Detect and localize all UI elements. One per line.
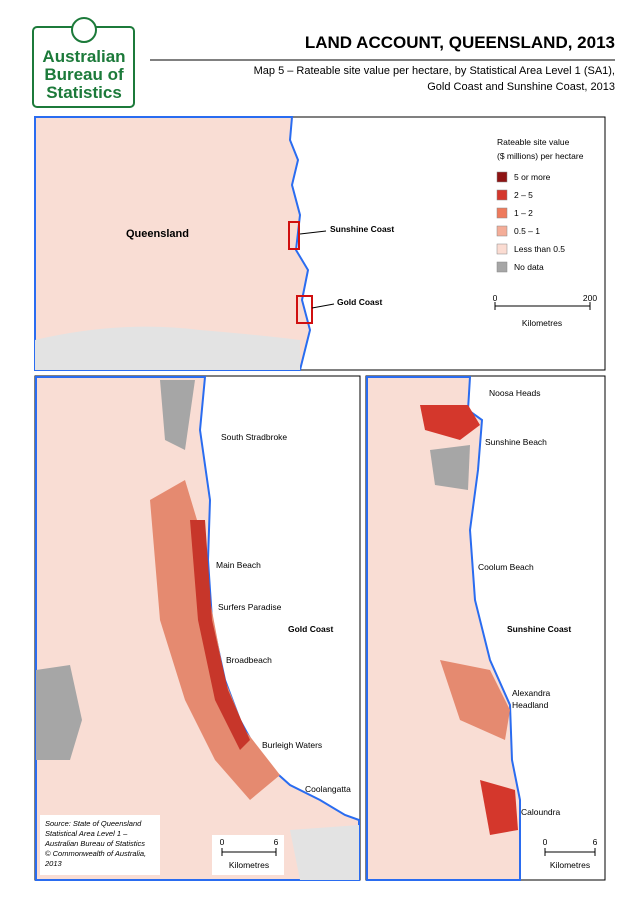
no-data [430,445,470,490]
legend-swatch [496,243,508,255]
no-data [36,665,82,760]
map-label: Coolangatta [305,784,351,794]
source-box [40,815,160,875]
sunshine-coast-map: Noosa Heads Sunshine Beach Coolum Beach … [365,375,606,881]
logo-text: Australian [42,47,125,66]
map-label: Gold Coast [288,624,334,634]
map-label: Gold Coast [337,297,383,307]
scale-box [212,835,284,875]
legend-label: Less than 0.5 [514,244,565,254]
region [440,660,510,740]
scale-label: 200 [583,293,597,303]
scale-label: 6 [274,837,279,847]
region [190,520,250,750]
map-label: Sunshine Coast [507,624,571,634]
overview-map: Queensland Sunshine Coast Gold Coast Rat… [34,116,606,371]
inset-box [288,221,300,250]
map-label: South Stradbroke [221,432,287,442]
subtitle: Gold Coast and Sunshine Coast, 2013 [427,81,615,93]
map-label: Surfers Paradise [218,602,282,612]
source: © Commonwealth of Australia, [45,849,146,858]
source: Source: State of Queensland [45,819,142,828]
legend-label: 2 – 5 [514,190,533,200]
source: Statistical Area Level 1 – [45,829,128,838]
legend-label: No data [514,262,544,272]
scale-unit: Kilometres [229,860,269,870]
map-label: Alexandra [512,688,551,698]
leader [311,303,335,309]
source: Australian Bureau of Statistics [44,839,145,848]
legend-swatch [496,171,508,183]
map-label: Queensland [126,228,189,240]
logo-text: Statistics [46,83,122,102]
legend-label: 1 – 2 [514,208,533,218]
title: LAND ACCOUNT, QUEENSLAND, 2013 [305,33,615,52]
region [480,780,518,835]
no-data [160,380,195,450]
scale-unit: Kilometres [550,860,590,870]
subtitle: Map 5 – Rateable site value per hectare,… [254,65,615,77]
scale-label: 0 [220,837,225,847]
legend-label: 5 or more [514,172,551,182]
scale-unit: Kilometres [522,318,562,328]
map-label: Caloundra [521,807,560,817]
region [420,405,480,440]
map-label: Sunshine Coast [330,224,394,234]
scale-label: 0 [543,837,548,847]
logo-crest [71,17,97,43]
logo-text: Bureau of [44,65,124,84]
map-label: Sunshine Beach [485,437,547,447]
map-label: Burleigh Waters [262,740,322,750]
leader [299,230,327,235]
nsw [35,326,300,370]
source: 2013 [44,859,63,868]
legend-label: 0.5 – 1 [514,226,540,236]
gold-coast-map: South Stradbroke Main Beach Surfers Para… [34,375,361,881]
scale-label: 6 [593,837,598,847]
legend-swatch [496,189,508,201]
map-label: Coolum Beach [478,562,534,572]
legend: 5 or more 2 – 5 1 – 2 0.5 – 1 Less than 0.5 N… [496,171,565,273]
map-label: Headland [512,700,549,710]
legend-title: ($ millions) per hectare [497,151,584,161]
legend-swatch [496,261,508,273]
inset-box [296,295,313,324]
legend-swatch [496,225,508,237]
legend-title: Rateable site value [497,137,570,147]
map-label: Broadbeach [226,655,272,665]
scale-label: 0 [493,293,498,303]
legend-swatch [496,207,508,219]
map-label: Main Beach [216,560,261,570]
nsw [290,825,359,880]
map-label: Noosa Heads [489,388,541,398]
